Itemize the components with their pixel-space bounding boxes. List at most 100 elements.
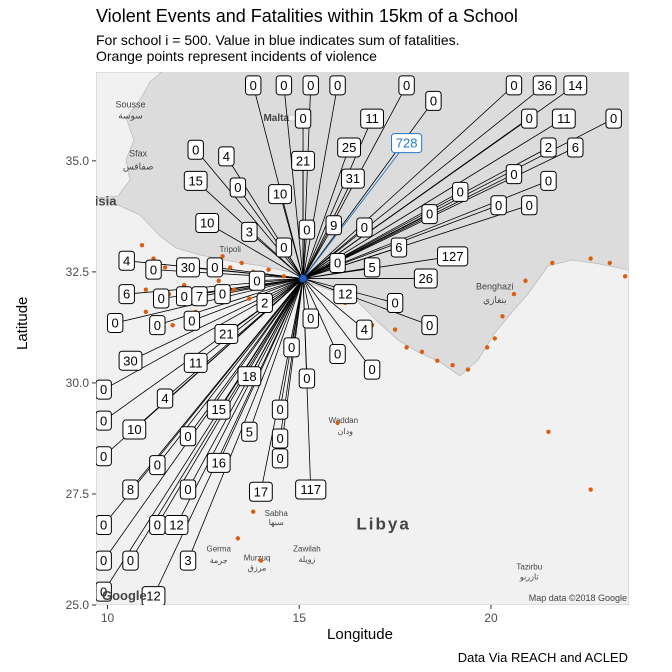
fatality-label-77-text: 0 — [100, 449, 107, 464]
chart-subtitle: For school i = 500. Value in blue indica… — [96, 32, 460, 64]
place-name-12: Libya — [356, 514, 410, 533]
place-name-20: تازربو — [519, 573, 539, 582]
connector-line-7 — [302, 85, 545, 279]
fatality-label-55: 0 — [149, 315, 166, 336]
fatality-label-60: 21 — [214, 324, 239, 345]
fatality-label-29-box — [195, 213, 220, 234]
fatality-label-4-text: 0 — [403, 78, 410, 93]
fatality-label-65: 0 — [363, 359, 381, 380]
fatality-label-29: 10 — [195, 213, 220, 234]
sum-connector-line — [302, 142, 407, 279]
fatality-label-9-box — [294, 108, 312, 129]
connector-line-65 — [302, 278, 373, 370]
fatality-label-87-box — [164, 515, 189, 536]
connector-line-90 — [187, 278, 304, 561]
violence-point-24 — [392, 327, 398, 332]
fatality-label-12-box — [551, 108, 576, 129]
fatality-label-42-box — [329, 252, 346, 273]
place-name-17: Zawilah — [293, 545, 321, 554]
place-name-21: Tripoli — [219, 245, 241, 254]
connector-line-17 — [302, 147, 350, 279]
fatality-label-37-text: 127 — [442, 249, 464, 264]
fatality-label-74-text: 0 — [184, 429, 191, 444]
fatality-label-70-text: 15 — [211, 402, 225, 417]
fatality-label-41: 0 — [206, 257, 224, 278]
fatality-label-84: 117 — [295, 479, 327, 500]
fatality-label-25: 0 — [540, 170, 557, 191]
violence-point-7 — [239, 260, 244, 266]
violence-point-31 — [492, 336, 497, 341]
connector-line-64 — [195, 278, 304, 364]
violence-point-43 — [258, 558, 264, 563]
fatality-label-62: 0 — [329, 344, 346, 365]
fatality-label-72-text: 0 — [100, 413, 107, 428]
fatality-label-26-box — [452, 181, 469, 202]
place-name-13: Germa — [206, 545, 231, 554]
place-name-9: ودان — [337, 427, 353, 436]
fatality-label-42: 0 — [329, 252, 346, 273]
fatality-label-86-text: 0 — [154, 518, 161, 533]
fatality-label-17-box — [337, 137, 361, 158]
fatality-label-90-box — [179, 550, 197, 571]
fatality-label-66: 18 — [237, 366, 262, 387]
fatality-label-24-text: 0 — [510, 167, 517, 182]
violence-point-25 — [404, 345, 409, 350]
fatality-label-61-text: 0 — [288, 340, 295, 355]
fatality-label-16-box — [291, 150, 315, 171]
fatality-label-34: 0 — [421, 204, 438, 225]
connector-line-1 — [283, 85, 304, 279]
connector-line-75 — [249, 278, 304, 432]
fatality-label-13-box — [605, 108, 622, 129]
fatality-label-60-box — [214, 324, 239, 345]
fatality-label-67-text: 0 — [303, 371, 310, 386]
data-caption: Data Via REACH and ACLED — [457, 650, 628, 665]
fatality-label-85-text: 0 — [100, 518, 107, 533]
connector-line-19 — [302, 147, 576, 279]
fatality-label-47-box — [152, 288, 170, 309]
fatality-label-0-text: 0 — [250, 78, 257, 93]
fatality-label-35: 0 — [275, 237, 293, 258]
fatality-label-38-text: 4 — [123, 253, 130, 268]
fatality-label-63-text: 30 — [123, 353, 137, 368]
connector-line-91 — [103, 278, 304, 592]
fatality-label-8: 14 — [563, 75, 588, 96]
fatality-label-32-box — [325, 215, 342, 236]
fatality-label-52-text: 0 — [391, 296, 398, 311]
fatality-label-21: 0 — [229, 177, 247, 198]
fatality-label-46: 6 — [118, 284, 135, 305]
fatality-label-9-text: 0 — [299, 111, 306, 126]
fatality-label-31-text: 0 — [303, 222, 310, 237]
fatality-label-79-box — [206, 452, 231, 473]
fatality-label-35-text: 0 — [280, 240, 287, 255]
fatality-label-58-text: 4 — [361, 322, 368, 337]
fatality-label-40: 30 — [176, 257, 200, 278]
connector-line-63 — [130, 278, 304, 362]
school-point — [298, 274, 308, 284]
fatality-label-47: 0 — [152, 288, 170, 309]
violence-point-19 — [170, 322, 175, 328]
fatality-label-58: 4 — [356, 319, 373, 340]
y-axis-label: Latitude — [14, 296, 31, 350]
fatality-label-51-box — [333, 284, 358, 305]
violence-point-42 — [251, 509, 256, 514]
fatality-label-48-text: 0 — [181, 289, 188, 304]
sum-fatalities-label-box — [390, 133, 423, 154]
fatality-label-0: 0 — [245, 75, 262, 96]
fatality-label-3-text: 0 — [334, 78, 341, 93]
fatality-label-16: 21 — [291, 150, 315, 171]
fatality-label-2-box — [302, 75, 319, 96]
fatality-label-34-box — [421, 204, 438, 225]
violence-point-16 — [216, 278, 221, 283]
fatality-label-82-text: 0 — [184, 482, 191, 497]
fatality-label-9: 0 — [294, 108, 312, 129]
fatality-label-63-box — [118, 350, 143, 371]
fatality-label-63: 30 — [118, 350, 143, 371]
fatality-label-21-box — [229, 177, 247, 198]
fatality-label-26: 0 — [452, 181, 469, 202]
fatality-label-88-box — [96, 550, 112, 571]
fatality-label-62-text: 0 — [334, 347, 341, 362]
connector-line-21 — [237, 187, 304, 279]
violence-point-44 — [235, 536, 241, 541]
violence-point-40 — [588, 487, 593, 492]
